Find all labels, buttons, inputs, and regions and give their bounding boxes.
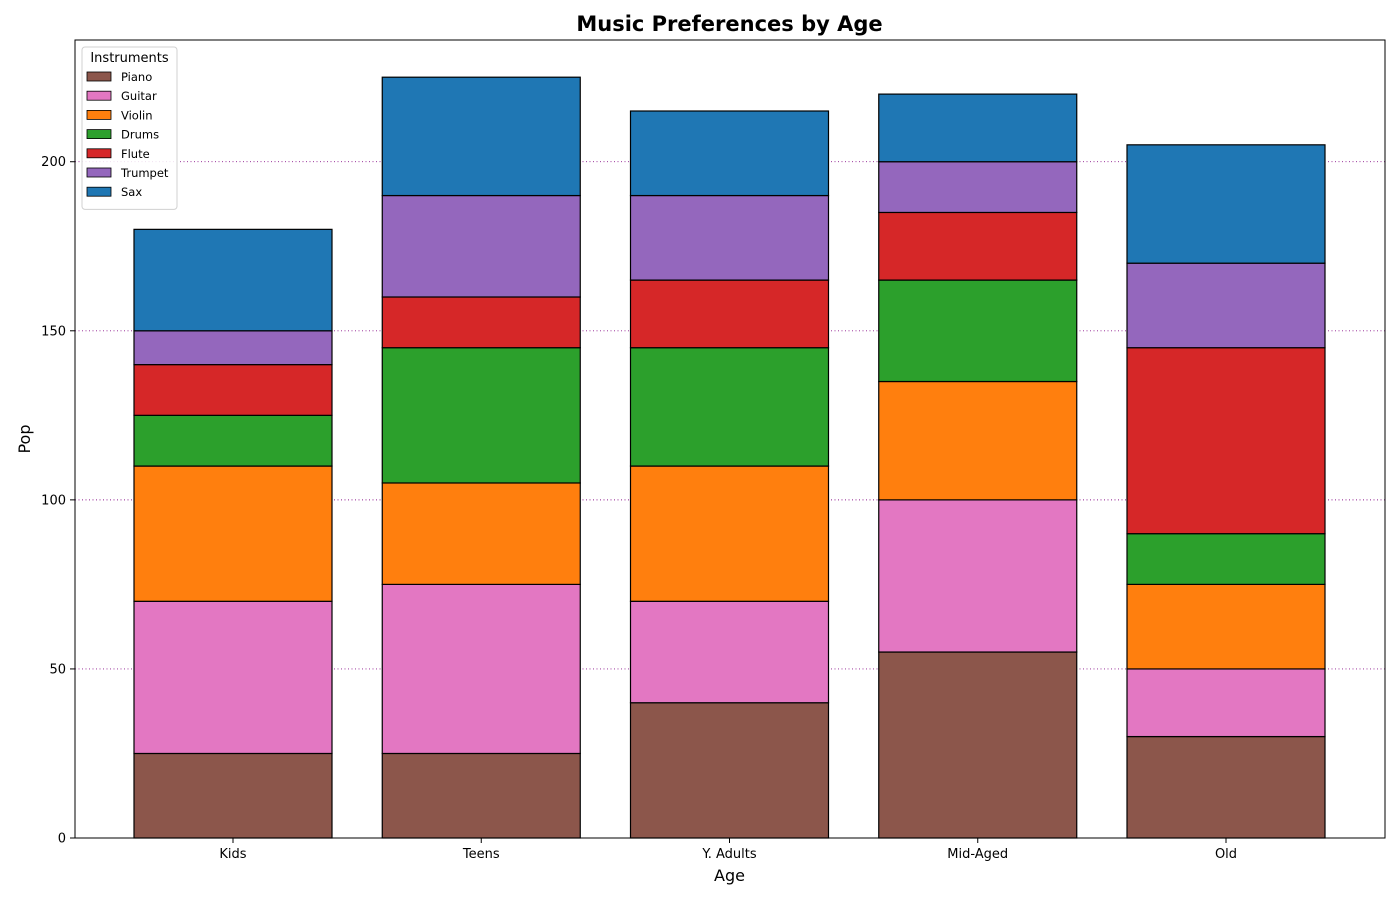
bar-flute-kids — [133, 364, 333, 416]
bar-flute-mid-aged — [878, 211, 1078, 281]
bar-sax-kids — [133, 228, 333, 332]
bar-piano-old — [1126, 735, 1326, 839]
bar-trumpet-y-adults — [629, 194, 830, 281]
legend-label-guitar: Guitar — [121, 89, 157, 103]
bars-layer — [133, 76, 1326, 839]
bar-drums-y-adults — [629, 347, 830, 467]
bar-violin-old — [1126, 583, 1326, 670]
legend-label-flute: Flute — [121, 147, 150, 161]
legend-label-sax: Sax — [121, 185, 142, 199]
legend-label-trumpet: Trumpet — [120, 166, 169, 180]
axes-layer: Kids Teens Y. Adults Mid-Aged Old 0 50 100 150 20… — [41, 39, 1386, 862]
bar-drums-teens — [381, 347, 581, 484]
x-tick-label-2: Y. Adults — [701, 847, 756, 862]
bar-trumpet-teens — [381, 194, 581, 298]
bar-piano-mid-aged — [878, 651, 1078, 839]
legend-swatch-trumpet — [86, 167, 112, 178]
bar-sax-mid-aged — [878, 93, 1078, 163]
legend: Instruments Piano Guitar Violin Drums Flute Tr… — [81, 46, 178, 210]
bar-trumpet-kids — [133, 330, 333, 366]
x-tick-label-1: Teens — [462, 847, 500, 862]
bar-sax-old — [1126, 144, 1326, 264]
y-axis-label: Pop — [15, 424, 34, 453]
legend-swatch-drums — [86, 129, 112, 140]
bar-drums-old — [1126, 533, 1326, 585]
bar-guitar-kids — [133, 600, 333, 755]
legend-label-piano: Piano — [121, 70, 152, 84]
bar-violin-y-adults — [629, 465, 830, 602]
y-tick-label-0: 0 — [58, 832, 66, 847]
bar-guitar-y-adults — [629, 600, 830, 704]
y-tick-label-200: 200 — [41, 155, 66, 170]
bar-violin-kids — [133, 465, 333, 602]
bar-violin-teens — [381, 482, 581, 585]
x-tick-label-0: Kids — [219, 847, 246, 862]
bar-flute-teens — [381, 296, 581, 349]
legend-swatch-flute — [86, 148, 112, 159]
legend-swatch-piano — [86, 71, 112, 82]
x-tick-label-4: Old — [1215, 847, 1237, 862]
bar-drums-kids — [133, 414, 333, 467]
legend-label-drums: Drums — [121, 128, 159, 142]
bar-violin-mid-aged — [878, 380, 1078, 501]
legend-swatch-sax — [86, 186, 112, 197]
plot-frame — [74, 39, 1386, 839]
bar-flute-y-adults — [629, 279, 830, 349]
bar-drums-mid-aged — [878, 279, 1078, 383]
bar-trumpet-old — [1126, 262, 1326, 349]
bar-guitar-teens — [381, 583, 581, 755]
bar-guitar-old — [1126, 668, 1326, 738]
legend-swatch-violin — [86, 110, 112, 120]
y-tick-label-100: 100 — [41, 493, 66, 508]
bar-sax-y-adults — [629, 110, 830, 197]
y-tick-label-150: 150 — [41, 324, 66, 339]
bar-trumpet-mid-aged — [878, 161, 1078, 214]
x-tick-label-3: Mid-Aged — [947, 847, 1008, 862]
legend-title: Instruments — [90, 51, 169, 66]
bar-guitar-mid-aged — [878, 499, 1078, 653]
bar-sax-teens — [381, 76, 581, 197]
y-tick-label-50: 50 — [49, 662, 66, 677]
legend-swatch-guitar — [86, 90, 112, 101]
x-axis-label: Age — [714, 866, 745, 885]
legend-label-violin: Violin — [121, 108, 153, 122]
chart-title: Music Preferences by Age — [576, 12, 882, 36]
bar-piano-kids — [133, 752, 333, 839]
bar-piano-y-adults — [629, 702, 830, 839]
bar-piano-teens — [381, 752, 581, 839]
bar-flute-old — [1126, 347, 1326, 535]
